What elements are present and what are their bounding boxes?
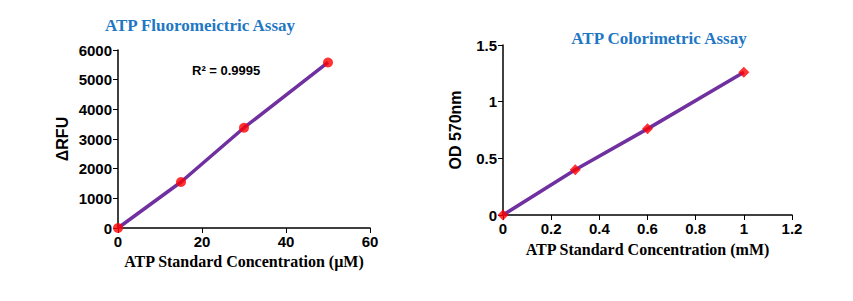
svg-text:0.8: 0.8 — [685, 220, 706, 237]
svg-text:0.6: 0.6 — [637, 220, 658, 237]
svg-text:R² = 0.9995: R² = 0.9995 — [192, 63, 260, 78]
svg-text:1.2: 1.2 — [782, 220, 803, 237]
svg-text:ΔRFU: ΔRFU — [54, 117, 71, 161]
svg-text:3000: 3000 — [79, 131, 112, 148]
svg-text:ATP Standard Concentration (mM: ATP Standard Concentration (mM) — [526, 241, 770, 259]
svg-text:20: 20 — [194, 233, 211, 250]
svg-text:0.5: 0.5 — [476, 150, 497, 167]
svg-text:1: 1 — [489, 93, 497, 110]
svg-text:ATP Fluoromeictric Assay: ATP Fluoromeictric Assay — [105, 16, 296, 35]
svg-text:2000: 2000 — [79, 160, 112, 177]
svg-text:0: 0 — [499, 220, 507, 237]
svg-text:0: 0 — [104, 220, 112, 237]
svg-text:0.2: 0.2 — [541, 220, 562, 237]
svg-text:4000: 4000 — [79, 101, 112, 118]
svg-text:0.4: 0.4 — [589, 220, 611, 237]
svg-text:1.5: 1.5 — [476, 37, 497, 54]
svg-text:OD 570nm: OD 570nm — [447, 90, 464, 169]
svg-text:ATP Colorimetric Assay: ATP Colorimetric Assay — [571, 29, 747, 48]
svg-text:1000: 1000 — [79, 190, 112, 207]
svg-text:ATP Standard Concentration (µM: ATP Standard Concentration (µM) — [124, 253, 364, 271]
svg-text:0: 0 — [114, 233, 122, 250]
svg-text:5000: 5000 — [79, 71, 112, 88]
svg-text:60: 60 — [362, 233, 379, 250]
svg-text:40: 40 — [278, 233, 295, 250]
svg-text:6000: 6000 — [79, 42, 112, 59]
svg-text:1: 1 — [740, 220, 748, 237]
svg-text:0: 0 — [489, 207, 497, 224]
